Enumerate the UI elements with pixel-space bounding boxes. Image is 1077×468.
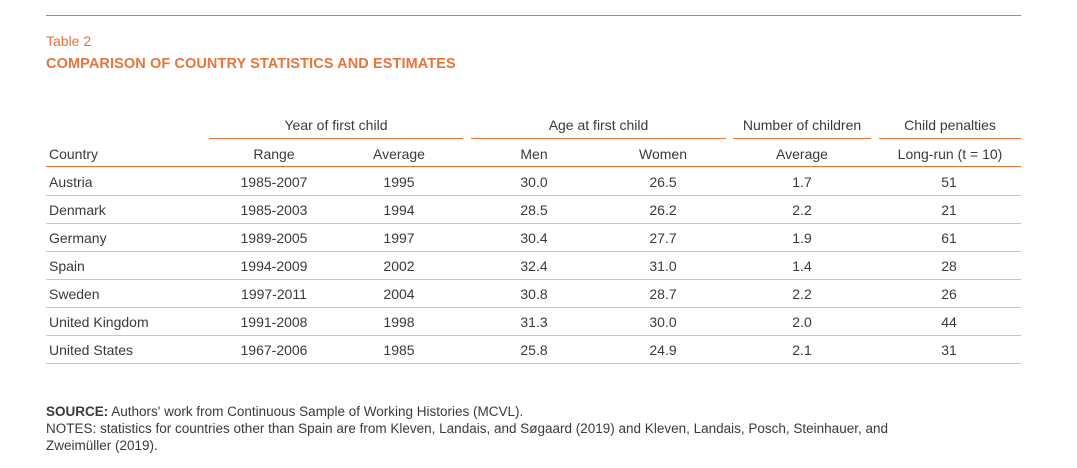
cell-average-year: 2002 bbox=[383, 258, 415, 274]
table-notes: SOURCE: Authors' work from Continuous Sa… bbox=[46, 403, 1021, 454]
table-row: United Kingdom 1991-2008 1998 31.3 30.0 … bbox=[46, 307, 1021, 335]
cell-women: 26.5 bbox=[649, 174, 677, 190]
cell-range: 1997-2011 bbox=[241, 286, 307, 302]
cell-country: Spain bbox=[49, 258, 85, 274]
cell-country: Denmark bbox=[49, 202, 106, 218]
group-underline-number-of-children bbox=[733, 138, 871, 139]
cell-country: Austria bbox=[49, 174, 93, 190]
subheader-country: Country bbox=[49, 146, 99, 162]
cell-range: 1994-2009 bbox=[240, 258, 308, 274]
table-bottom-rule bbox=[46, 363, 1021, 364]
subheader-women: Women bbox=[639, 146, 687, 162]
cell-range: 1967-2006 bbox=[240, 342, 308, 358]
cell-range: 1989-2005 bbox=[240, 230, 308, 246]
cell-men: 30.0 bbox=[520, 174, 548, 190]
cell-average-children: 2.2 bbox=[792, 202, 812, 218]
cell-men: 30.4 bbox=[520, 230, 548, 246]
row-divider bbox=[46, 195, 1021, 196]
cell-range: 1991-2008 bbox=[240, 314, 308, 330]
cell-women: 30.0 bbox=[649, 314, 677, 330]
cell-child-penalty: 26 bbox=[941, 286, 957, 302]
cell-average-year: 2004 bbox=[383, 286, 415, 302]
cell-women: 28.7 bbox=[649, 286, 677, 302]
cell-range: 1985-2007 bbox=[240, 174, 308, 190]
cell-men: 25.8 bbox=[520, 342, 548, 358]
cell-men: 28.5 bbox=[520, 202, 548, 218]
subheader-men: Men bbox=[520, 146, 548, 162]
cell-men: 31.3 bbox=[520, 314, 548, 330]
cell-average-year: 1998 bbox=[383, 314, 415, 330]
cell-average-children: 2.2 bbox=[792, 286, 812, 302]
cell-range: 1985-2003 bbox=[240, 202, 308, 218]
row-divider bbox=[46, 251, 1021, 252]
cell-country: United Kingdom bbox=[49, 314, 149, 330]
cell-average-year: 1995 bbox=[383, 174, 415, 190]
table-label: Table 2 bbox=[46, 33, 92, 49]
group-header-age-first-child: Age at first child bbox=[548, 117, 649, 133]
cell-women: 27.7 bbox=[649, 230, 677, 246]
cell-country: Germany bbox=[49, 230, 107, 246]
group-header-number-of-children: Number of children bbox=[742, 117, 862, 133]
table-row: United States 1967-2006 1985 25.8 24.9 2… bbox=[46, 335, 1021, 363]
cell-child-penalty: 44 bbox=[941, 314, 957, 330]
cell-average-children: 1.9 bbox=[792, 230, 812, 246]
cell-country: Sweden bbox=[49, 286, 100, 302]
cell-child-penalty: 21 bbox=[941, 202, 957, 218]
cell-women: 24.9 bbox=[649, 342, 677, 358]
top-rule bbox=[46, 15, 1021, 16]
row-divider bbox=[46, 279, 1021, 280]
cell-child-penalty: 31 bbox=[941, 342, 957, 358]
subheader-average-year: Average bbox=[373, 146, 425, 162]
cell-average-children: 1.4 bbox=[792, 258, 812, 274]
row-divider bbox=[46, 307, 1021, 308]
cell-men: 32.4 bbox=[520, 258, 548, 274]
group-header-year-first-child: Year of first child bbox=[284, 117, 388, 133]
cell-average-children: 2.1 bbox=[792, 342, 812, 358]
cell-women: 31.0 bbox=[649, 258, 677, 274]
table-row: Germany 1989-2005 1997 30.4 27.7 1.9 61 bbox=[46, 223, 1021, 251]
cell-average-year: 1994 bbox=[383, 202, 415, 218]
table-row: Spain 1994-2009 2002 32.4 31.0 1.4 28 bbox=[46, 251, 1021, 279]
subheader-long-run: Long-run (t = 10) bbox=[897, 146, 1003, 162]
source-text: Authors' work from Continuous Sample of … bbox=[108, 404, 524, 419]
cell-average-year: 1997 bbox=[383, 230, 415, 246]
notes-line-2: Zweimüller (2019). bbox=[46, 438, 158, 453]
table-title: COMPARISON OF COUNTRY STATISTICS AND EST… bbox=[46, 56, 456, 72]
cell-average-children: 2.0 bbox=[792, 314, 812, 330]
row-divider bbox=[46, 223, 1021, 224]
cell-child-penalty: 51 bbox=[941, 174, 957, 190]
cell-child-penalty: 61 bbox=[941, 230, 957, 246]
cell-men: 30.8 bbox=[520, 286, 548, 302]
group-underline-year-first-child bbox=[209, 138, 463, 139]
header-rule bbox=[46, 166, 1021, 167]
cell-country: United States bbox=[49, 342, 134, 358]
subheader-range: Range bbox=[253, 146, 295, 162]
group-underline-child-penalties bbox=[879, 138, 1021, 139]
notes-line-1: NOTES: statistics for countries other th… bbox=[46, 421, 888, 436]
cell-average-year: 1985 bbox=[383, 342, 415, 358]
table-row: Austria 1985-2007 1995 30.0 26.5 1.7 51 bbox=[46, 167, 1021, 195]
group-header-child-penalties: Child penalties bbox=[904, 117, 996, 133]
cell-women: 26.2 bbox=[649, 202, 677, 218]
source-line: SOURCE: Authors' work from Continuous Sa… bbox=[46, 403, 1021, 420]
group-underline-age-first-child bbox=[471, 138, 726, 139]
cell-child-penalty: 28 bbox=[941, 258, 957, 274]
subheader-average-children: Average bbox=[776, 146, 828, 162]
row-divider bbox=[46, 335, 1021, 336]
source-label: SOURCE: bbox=[46, 404, 109, 419]
cell-average-children: 1.7 bbox=[792, 174, 812, 190]
table-row: Sweden 1997-2011 2004 30.8 28.7 2.2 26 bbox=[46, 279, 1021, 307]
table-row: Denmark 1985-2003 1994 28.5 26.2 2.2 21 bbox=[46, 195, 1021, 223]
